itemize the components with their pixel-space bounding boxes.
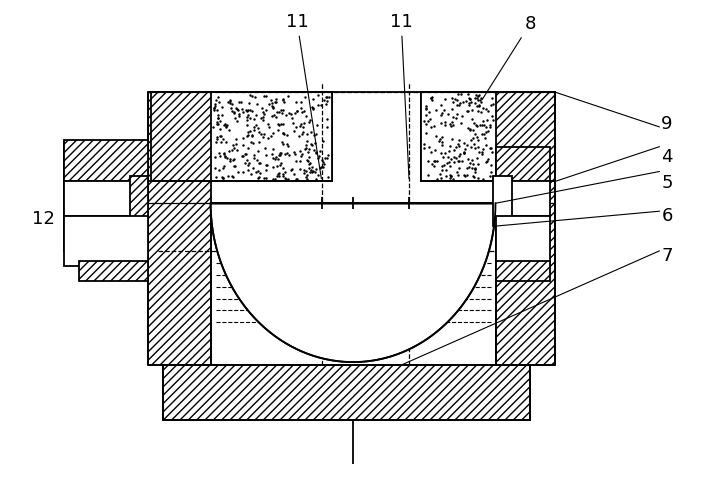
- Text: 11: 11: [390, 13, 413, 179]
- Bar: [64, 142, 148, 213]
- Text: 7: 7: [662, 247, 673, 265]
- Bar: [495, 216, 550, 266]
- Text: 6: 6: [662, 207, 672, 225]
- Text: 9: 9: [662, 115, 673, 133]
- Bar: [84, 213, 148, 276]
- Bar: [79, 261, 148, 281]
- Bar: [163, 365, 530, 420]
- Text: 8: 8: [482, 14, 536, 100]
- Text: 5: 5: [662, 174, 673, 192]
- Bar: [64, 181, 148, 216]
- Bar: [148, 92, 210, 365]
- Bar: [64, 213, 148, 251]
- Bar: [151, 92, 332, 181]
- Bar: [64, 140, 148, 181]
- Bar: [495, 261, 550, 281]
- Bar: [495, 92, 555, 365]
- Bar: [495, 147, 550, 181]
- Bar: [421, 92, 555, 181]
- Bar: [492, 176, 513, 226]
- Text: 11: 11: [286, 13, 321, 179]
- Text: 12: 12: [32, 210, 55, 228]
- Bar: [495, 181, 550, 216]
- Bar: [210, 92, 332, 181]
- Bar: [163, 365, 530, 420]
- Bar: [130, 176, 148, 221]
- Polygon shape: [210, 203, 495, 362]
- Text: 4: 4: [662, 147, 673, 166]
- Bar: [64, 216, 148, 266]
- Bar: [421, 92, 495, 181]
